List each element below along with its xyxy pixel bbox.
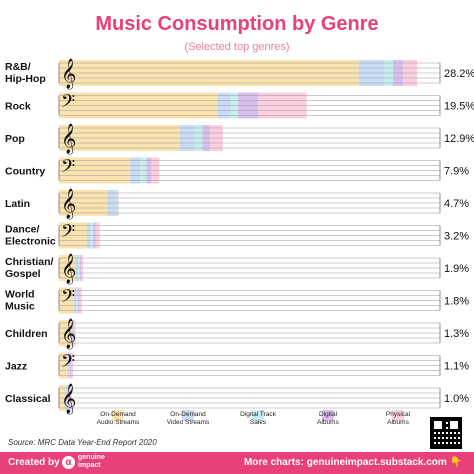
- category-label: Latin: [5, 198, 30, 210]
- treble-clef-icon: 𝄞: [61, 58, 76, 90]
- total-value-label: 7.9%: [444, 166, 469, 178]
- legend-swatch: [322, 410, 334, 421]
- legend-label: On-Demand Video Streams: [167, 411, 210, 426]
- genuine-impact-logo-icon: α: [62, 456, 75, 469]
- chart-title: Music Consumption by Genre: [95, 13, 379, 35]
- total-value-label: 1.9%: [444, 263, 469, 275]
- category-label: Country: [5, 166, 45, 178]
- category-label: Classical: [5, 393, 51, 405]
- genre-row: 𝄞 Pop 12.9%: [5, 123, 474, 155]
- category-label: Dance/Electronic: [5, 224, 56, 248]
- total-value-label: 1.1%: [444, 361, 469, 373]
- total-value-label: 28.2%: [444, 68, 474, 80]
- bass-clef-icon: 𝄢: [61, 92, 75, 117]
- genre-row: 𝄢 Rock 19.5%: [5, 92, 474, 119]
- treble-clef-icon: 𝄞: [61, 383, 76, 415]
- source-note: Source: MRC Data Year-End Report 2020: [8, 438, 157, 447]
- legend-label: Physical Albums: [386, 411, 411, 426]
- legend: On-Demand Audio Streams On-Demand Video Str…: [97, 410, 411, 426]
- genre-row: 𝄞 R&B/Hip-Hop 28.2%: [5, 58, 474, 90]
- legend-swatch: [112, 410, 124, 421]
- genre-row: 𝄞 Latin 4.7%: [5, 188, 469, 220]
- total-value-label: 1.3%: [444, 328, 469, 340]
- bass-clef-icon: 𝄢: [61, 352, 75, 377]
- treble-clef-icon: 𝄞: [61, 318, 76, 350]
- legend-label: Digital Track Sales: [240, 411, 277, 426]
- created-by-label: Created by: [8, 457, 60, 468]
- treble-clef-icon: 𝄞: [61, 123, 76, 155]
- chart-subtitle: (Selected top genres): [184, 41, 290, 53]
- legend-swatch: [252, 410, 264, 421]
- category-label: Rock: [5, 101, 31, 113]
- total-value-label: 1.0%: [444, 393, 469, 405]
- category-label: Jazz: [5, 361, 27, 373]
- treble-clef-icon: 𝄞: [61, 253, 76, 285]
- total-value-label: 12.9%: [444, 133, 474, 145]
- category-label: World Music: [5, 289, 35, 313]
- qr-code: [430, 417, 462, 449]
- brand-name: genuine impact: [78, 454, 105, 469]
- genre-row: 𝄢 Country 7.9%: [5, 157, 469, 184]
- total-value-label: 3.2%: [444, 231, 469, 243]
- category-label: Children: [5, 328, 48, 340]
- legend-label: On-Demand Audio Streams: [97, 411, 140, 426]
- total-value-label: 4.7%: [444, 198, 469, 210]
- genre-row: 𝄢Dance/Electronic 3.2%: [5, 222, 469, 249]
- more-charts-link[interactable]: More charts: genuineimpact.substack.com …: [243, 457, 462, 468]
- bass-clef-icon: 𝄢: [61, 157, 75, 182]
- bass-clef-icon: 𝄢: [61, 222, 75, 247]
- genre-row: 𝄢 Jazz 1.1%: [5, 352, 469, 379]
- genre-row: 𝄞 Classical 1.0%: [5, 383, 469, 415]
- genre-row: 𝄢 World Music 1.8%: [5, 287, 469, 314]
- treble-clef-icon: 𝄞: [61, 188, 76, 220]
- legend-swatch: [182, 410, 194, 421]
- bass-clef-icon: 𝄢: [61, 287, 75, 312]
- category-label: Christian/Gospel: [5, 256, 54, 280]
- legend-label: Digital Albums: [317, 411, 339, 426]
- genre-row: 𝄞 Children 1.3%: [5, 318, 469, 350]
- category-label: Pop: [5, 133, 25, 145]
- total-value-label: 1.8%: [444, 296, 469, 308]
- footer-banner: Created by α genuine impact More charts:…: [0, 452, 474, 474]
- genre-row: 𝄞 Christian/Gospel 1.9%: [5, 253, 469, 285]
- category-label: R&B/Hip-Hop: [5, 61, 46, 85]
- total-value-label: 19.5%: [444, 101, 474, 113]
- legend-swatch: [392, 410, 404, 421]
